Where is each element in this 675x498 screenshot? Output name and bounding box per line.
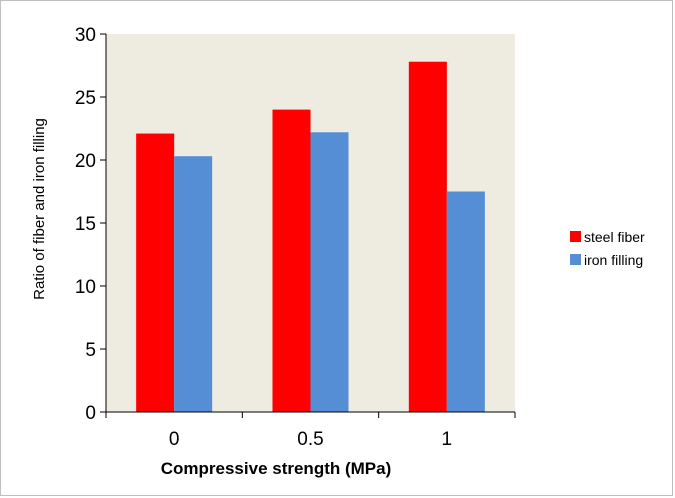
bar-iron-filling-0 bbox=[174, 156, 213, 412]
y-axis: 0 5 10 15 20 25 30 bbox=[75, 25, 107, 424]
legend-swatch bbox=[570, 254, 581, 265]
bar-steel-fiber-0 bbox=[136, 133, 175, 413]
y-tick-label: 10 bbox=[75, 277, 96, 298]
y-tick-label: 20 bbox=[75, 151, 96, 172]
legend-label: iron filling bbox=[584, 252, 643, 268]
x-tick-label: 0 bbox=[169, 429, 180, 450]
y-tick-label: 15 bbox=[75, 214, 96, 235]
y-tick-label: 30 bbox=[75, 25, 96, 46]
y-tick-label: 5 bbox=[85, 340, 96, 361]
x-tick-label: 0.5 bbox=[297, 429, 323, 450]
y-tick-label: 0 bbox=[85, 403, 96, 424]
legend: steel fiber iron filling bbox=[570, 229, 645, 268]
bar-steel-fiber-0.5 bbox=[272, 109, 311, 412]
y-axis-title: Ratio of fiber and iron filling bbox=[31, 118, 48, 300]
bar-iron-filling-0.5 bbox=[310, 132, 349, 412]
legend-swatch bbox=[570, 231, 581, 242]
bar-steel-fiber-1 bbox=[408, 61, 447, 412]
y-tick-label: 25 bbox=[75, 88, 96, 109]
x-axis: 0 0.5 1 bbox=[105, 411, 516, 450]
x-axis-title: Compressive strength (MPa) bbox=[161, 459, 392, 478]
x-tick-label: 1 bbox=[442, 429, 453, 450]
bar-iron-filling-1 bbox=[446, 191, 485, 412]
legend-label: steel fiber bbox=[584, 229, 645, 245]
